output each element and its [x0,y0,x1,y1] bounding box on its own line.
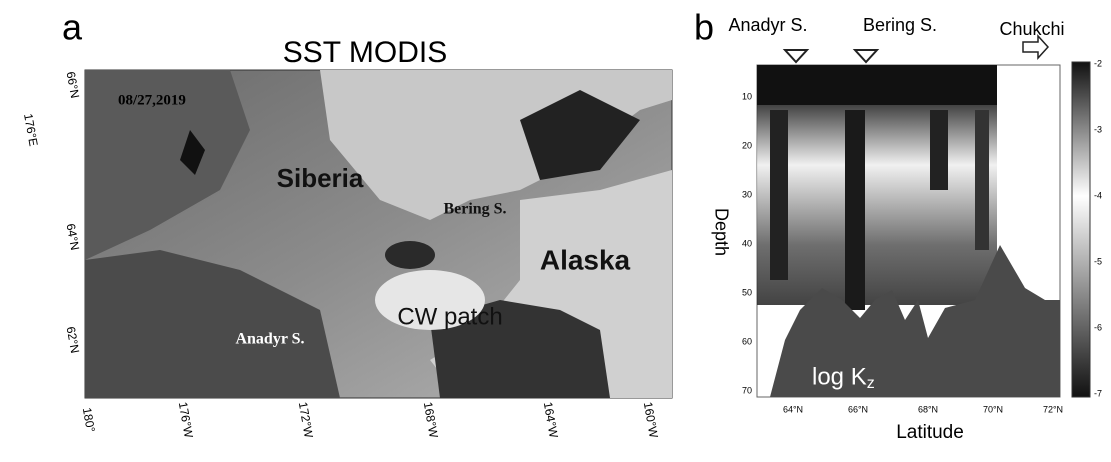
x-tick-label: 68°N [918,404,938,414]
panel-title: SST MODIS [283,36,447,69]
field-subscript: z [867,375,875,392]
station-label: Anadyr S. [728,15,807,35]
date-label: 08/27,2019 [118,92,186,108]
colorbar-tick-label: -4 [1094,190,1102,200]
y-tick-label: 60 [742,336,752,346]
place-label: Anadyr S. [235,331,304,348]
place-label: CW patch [397,303,502,330]
lat-label: 64°N [64,222,82,251]
figure: a SST MODIS 08/27,2019 66°N 64°N 62°N 176°E 180… [0,0,1111,457]
lat-label: 66°N [64,70,82,99]
y-tick-label: 30 [742,189,752,199]
x-tick-label: 66°N [848,404,868,414]
axis-label: Latitude [896,422,964,443]
field-label: log Kz [812,363,875,392]
lon-label: 164°W [541,401,561,440]
lon-label: 168°W [421,401,441,440]
colorbar-tick-label: -2 [1094,58,1102,68]
y-tick-label: 70 [742,385,752,395]
y-tick-label: 40 [742,238,752,248]
place-label: Alaska [540,244,631,275]
x-tick-label: 70°N [983,404,1003,414]
panel-label: a [62,7,83,48]
colorbar-tick-label: -5 [1094,256,1102,266]
colorbar-tick-label: -6 [1094,322,1102,332]
y-tick-label: 50 [742,287,752,297]
map [85,70,672,398]
lon-label: 180° [80,406,98,433]
place-label: Siberia [277,163,364,193]
lon-label: 160°W [641,401,661,440]
panel-label: b [694,7,714,48]
station-label: Bering S. [863,15,937,35]
lon-label: 176°W [176,401,196,440]
x-tick-label: 64°N [783,404,803,414]
x-tick-label: 72°N [1043,404,1063,414]
section [757,36,1060,397]
place-label: Bering S. [443,201,506,218]
colorbar [1072,62,1090,397]
axis-label: Depth [711,208,731,256]
lon-label: 172°W [296,401,316,440]
station-label: Chukchi [999,19,1064,39]
y-tick-label: 10 [742,91,752,101]
lon-label: 176°E [21,112,40,147]
y-tick-label: 20 [742,140,752,150]
colorbar-tick-label: -3 [1094,124,1102,134]
colorbar-tick-label: -7 [1094,388,1102,398]
lat-label: 62°N [64,325,82,354]
